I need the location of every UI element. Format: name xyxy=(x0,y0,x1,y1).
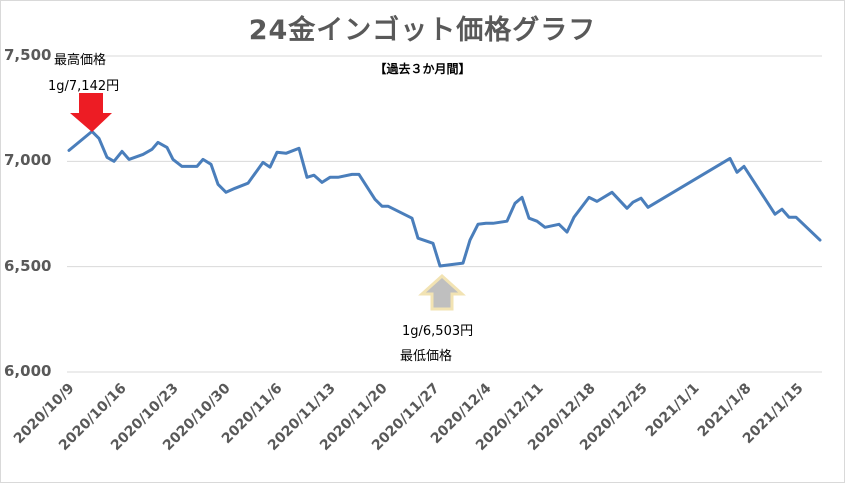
max-price-arrow-icon xyxy=(70,93,112,132)
min-price-arrow-icon xyxy=(418,273,466,311)
gridlines xyxy=(67,55,822,373)
price-line xyxy=(67,129,822,268)
y-tick-label: 6,000 xyxy=(4,362,52,380)
y-tick-label: 7,000 xyxy=(4,151,52,169)
min-price-label: 最低価格 xyxy=(400,349,453,364)
y-tick-label: 6,500 xyxy=(4,257,52,275)
max-price-label: 最高価格 xyxy=(54,53,107,68)
chart-title: 24金インゴット価格グラフ xyxy=(248,15,597,46)
y-tick-label: 7,500 xyxy=(4,46,52,64)
max-price-value: 1g/7,142円 xyxy=(48,79,120,94)
chart-subtitle: 【過去３か月間】 xyxy=(374,62,471,76)
min-price-value: 1g/6,503円 xyxy=(402,324,474,339)
